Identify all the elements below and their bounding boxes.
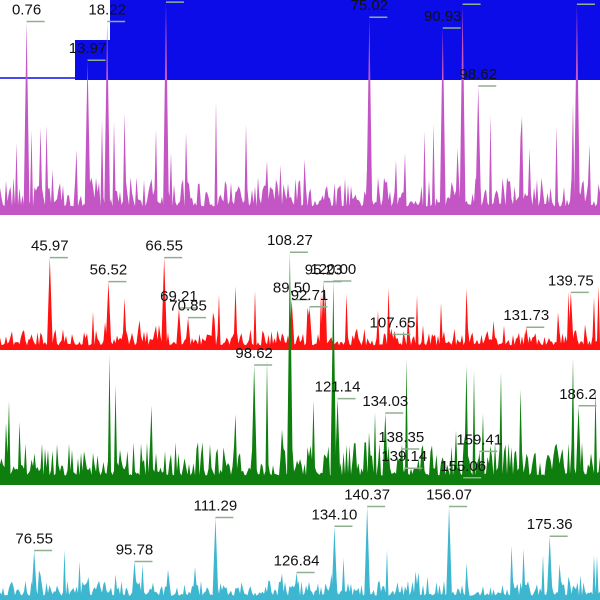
peak xyxy=(185,317,192,350)
peak xyxy=(306,306,313,350)
peak xyxy=(475,86,482,215)
peak-labels: 0.7613.9718.2230.9675.0290.9395.2398.621… xyxy=(12,0,600,574)
peak xyxy=(546,536,553,600)
peak-label: 134.03 xyxy=(362,393,408,410)
peak xyxy=(161,257,168,350)
peak xyxy=(175,308,182,350)
peak-label: 95.23 xyxy=(444,0,482,1)
peak-label: 186.2 xyxy=(559,386,597,403)
baseline xyxy=(0,482,600,485)
peak xyxy=(212,517,219,600)
baseline xyxy=(0,212,600,215)
peak-label: 70.85 xyxy=(169,298,207,315)
peak xyxy=(398,449,405,485)
peak xyxy=(84,60,91,216)
peak-label: 45.97 xyxy=(31,238,69,255)
peak xyxy=(382,413,389,485)
peak xyxy=(575,405,582,485)
peak-label: 89.50 xyxy=(273,280,311,297)
peak-label: 90.93 xyxy=(424,8,462,25)
peak-label: 66.55 xyxy=(145,238,183,255)
spectrum-body xyxy=(0,285,600,350)
peak-label: 121.14 xyxy=(315,379,361,396)
peak-label: 134.10 xyxy=(311,506,357,523)
peak-label: 120.00 xyxy=(554,0,600,1)
peak-label: 0.76 xyxy=(12,1,41,18)
peak-label: 76.55 xyxy=(15,530,53,547)
peak-label: 131.73 xyxy=(503,307,549,324)
peak-label: 140.37 xyxy=(344,486,390,503)
peak xyxy=(31,550,38,600)
peak xyxy=(334,398,341,485)
peak-label: 13.97 xyxy=(69,40,107,57)
peak xyxy=(439,27,446,216)
peak-label: 175.36 xyxy=(527,516,573,533)
spectrum-body xyxy=(0,354,600,485)
peak xyxy=(523,327,530,350)
peak xyxy=(131,561,138,600)
baseline xyxy=(0,597,600,600)
peak-label: 107.65 xyxy=(370,314,416,331)
spectrum-body xyxy=(0,101,600,215)
peak xyxy=(46,257,53,350)
peak-label: 18.22 xyxy=(88,1,126,18)
peak-label: 111.29 xyxy=(194,497,238,514)
peak-label: 95.23 xyxy=(305,262,343,279)
peak xyxy=(567,292,574,350)
peak-label: 75.02 xyxy=(351,0,389,14)
peak xyxy=(320,281,327,350)
peak-label: 56.52 xyxy=(90,262,128,279)
peak-label: 139.75 xyxy=(548,272,594,289)
peak xyxy=(573,4,580,215)
peak-label: 95.78 xyxy=(116,541,154,558)
peak xyxy=(459,4,466,215)
peak-label: 155.06 xyxy=(440,458,486,475)
peak-label: 126.84 xyxy=(274,552,320,569)
peak-label: 159.41 xyxy=(456,431,502,448)
peak xyxy=(476,451,483,485)
peak-label: 98.62 xyxy=(235,345,273,362)
peak xyxy=(389,334,396,350)
peak-label: 69.21 xyxy=(160,288,198,305)
peak-label: 156.07 xyxy=(426,486,472,503)
peak-label: 108.27 xyxy=(267,232,313,249)
peak xyxy=(286,252,293,485)
peak xyxy=(105,281,112,350)
peak-label: 98.62 xyxy=(459,66,497,83)
peak xyxy=(293,572,300,600)
peak xyxy=(104,21,111,215)
peak xyxy=(446,506,453,600)
peak xyxy=(23,21,30,215)
peak-label: 120.00 xyxy=(310,261,356,278)
peak xyxy=(366,17,373,216)
peak-label: 92.71 xyxy=(291,287,329,304)
baseline xyxy=(0,347,600,350)
header-band xyxy=(110,0,600,80)
peak-label: 138.35 xyxy=(378,429,424,446)
peak xyxy=(401,468,408,485)
peak xyxy=(364,506,371,600)
peak xyxy=(331,526,338,600)
peak-label: 139.14 xyxy=(381,448,427,465)
peak xyxy=(330,281,337,485)
backgrounds xyxy=(0,0,600,80)
peak xyxy=(162,2,169,216)
peak xyxy=(251,365,258,485)
peak xyxy=(460,477,467,485)
